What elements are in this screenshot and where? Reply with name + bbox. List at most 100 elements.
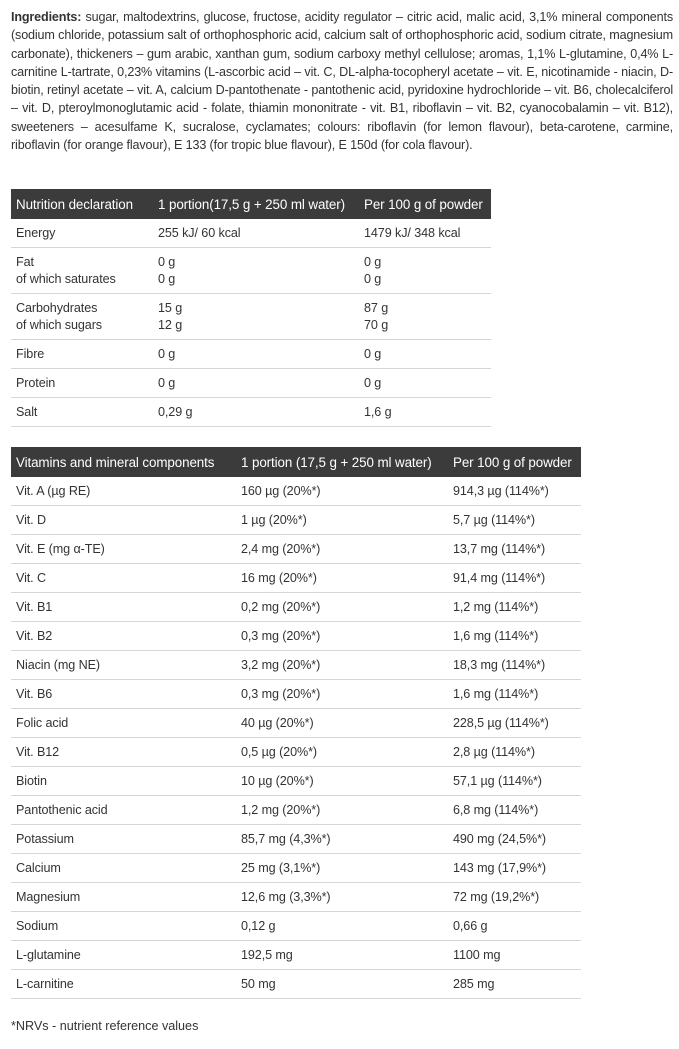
table-row: Vit. C 16 mg (20%*) 91,4 mg (114%*) — [11, 563, 581, 593]
cell-line: 0 g — [364, 375, 382, 390]
cell-line: Carbohydrates — [16, 300, 98, 315]
cell-line: Fibre — [16, 346, 45, 361]
table-cell-name: Protein — [11, 368, 153, 398]
cell-line: Salt — [16, 404, 38, 419]
ingredients-text: Ingredients: sugar, maltodextrins, gluco… — [11, 8, 673, 154]
table-cell: 1,2 mg (114%*) — [448, 592, 581, 622]
table-cell: Vit. B1 — [11, 592, 236, 622]
table-row: Magnesium 12,6 mg (3,3%*) 72 mg (19,2%*) — [11, 882, 581, 912]
table-cell: 0,3 mg (20%*) — [236, 679, 448, 709]
table-row: Vit. A (µg RE) 160 µg (20%*) 914,3 µg (114… — [11, 477, 581, 506]
table-row: Niacin (mg NE) 3,2 mg (20%*) 18,3 mg (114%… — [11, 650, 581, 680]
table-row: Vit. B12 0,5 µg (20%*) 2,8 µg (114%*) — [11, 737, 581, 767]
cell-line: 0 g — [364, 271, 382, 286]
table-row: L-carnitine 50 mg 285 mg — [11, 969, 581, 999]
table-cell-portion: 0 g — [153, 368, 359, 398]
column-header: Per 100 g of powder — [359, 189, 491, 219]
table-cell-per100: 0 g — [359, 339, 491, 369]
table-row: Vit. B1 0,2 mg (20%*) 1,2 mg (114%*) — [11, 592, 581, 622]
column-header: Per 100 g of powder — [448, 447, 581, 477]
nutrition-declaration-table: Nutrition declaration 1 portion(17,5 g +… — [11, 189, 491, 427]
table-cell: Potassium — [11, 824, 236, 854]
table-cell: L-glutamine — [11, 940, 236, 970]
table-cell: Vit. B6 — [11, 679, 236, 709]
table-row: Salt 0,29 g 1,6 g — [11, 397, 491, 427]
table-cell: 18,3 mg (114%*) — [448, 650, 581, 680]
cell-line: 255 kJ/ 60 kcal — [158, 225, 241, 240]
cell-line: of which sugars — [16, 317, 102, 332]
table-cell-name: Fat of which saturates — [11, 247, 153, 294]
table-cell: 6,8 mg (114%*) — [448, 795, 581, 825]
table-row: Calcium 25 mg (3,1%*) 143 mg (17,9%*) — [11, 853, 581, 883]
table-cell: 12,6 mg (3,3%*) — [236, 882, 448, 912]
table-cell-name: Carbohydrates of which sugars — [11, 293, 153, 340]
table-cell: 1,6 mg (114%*) — [448, 621, 581, 651]
table-row: Potassium 85,7 mg (4,3%*) 490 mg (24,5%*) — [11, 824, 581, 854]
cell-line: of which saturates — [16, 271, 116, 286]
cell-line: 1479 kJ/ 348 kcal — [364, 225, 461, 240]
cell-line: 0,29 g — [158, 404, 193, 419]
table-cell: L-carnitine — [11, 969, 236, 999]
table-header-row: Vitamins and mineral components 1 portio… — [11, 447, 581, 477]
table-cell: Vit. A (µg RE) — [11, 477, 236, 506]
table-cell: Calcium — [11, 853, 236, 883]
cell-line: 87 g — [364, 300, 389, 315]
cell-line: 0 g — [158, 271, 176, 286]
table-cell: 2,8 µg (114%*) — [448, 737, 581, 767]
table-cell: 40 µg (20%*) — [236, 708, 448, 738]
table-cell-per100: 1,6 g — [359, 397, 491, 427]
column-header: Nutrition declaration — [11, 189, 153, 219]
ingredients-list: sugar, maltodextrins, glucose, fructose,… — [11, 10, 673, 153]
table-cell: Niacin (mg NE) — [11, 650, 236, 680]
table-cell-portion: 0 g — [153, 339, 359, 369]
table-cell-portion: 0,29 g — [153, 397, 359, 427]
table-cell: Vit. C — [11, 563, 236, 593]
table-cell-per100: 1479 kJ/ 348 kcal — [359, 219, 491, 248]
cell-line: 0 g — [158, 346, 176, 361]
cell-line: Fat — [16, 254, 34, 269]
table-cell: 5,7 µg (114%*) — [448, 505, 581, 535]
table-row: Vit. E (mg α-TE) 2,4 mg (20%*) 13,7 mg (11… — [11, 534, 581, 564]
cell-line: 70 g — [364, 317, 389, 332]
table-cell: 192,5 mg — [236, 940, 448, 970]
cell-line: 15 g — [158, 300, 183, 315]
table-row: Pantothenic acid 1,2 mg (20%*) 6,8 mg (114… — [11, 795, 581, 825]
table-cell: 91,4 mg (114%*) — [448, 563, 581, 593]
table-cell: 3,2 mg (20%*) — [236, 650, 448, 680]
table-cell: 285 mg — [448, 969, 581, 999]
table-cell: 228,5 µg (114%*) — [448, 708, 581, 738]
table-cell: 25 mg (3,1%*) — [236, 853, 448, 883]
cell-line: 12 g — [158, 317, 183, 332]
table-cell-portion: 15 g 12 g — [153, 293, 359, 340]
cell-line: 0 g — [158, 254, 176, 269]
column-header: Vitamins and mineral components — [11, 447, 236, 477]
table-cell: 2,4 mg (20%*) — [236, 534, 448, 564]
table-cell-per100: 0 g — [359, 368, 491, 398]
table-cell: Vit. B12 — [11, 737, 236, 767]
table-cell: 0,5 µg (20%*) — [236, 737, 448, 767]
table-header-row: Nutrition declaration 1 portion(17,5 g +… — [11, 189, 491, 219]
table-cell: Pantothenic acid — [11, 795, 236, 825]
cell-line: 0 g — [364, 254, 382, 269]
table-cell: Magnesium — [11, 882, 236, 912]
table-cell: Sodium — [11, 911, 236, 941]
table-cell: Biotin — [11, 766, 236, 796]
column-header: 1 portion (17,5 g + 250 ml water) — [236, 447, 448, 477]
table-cell: 50 mg — [236, 969, 448, 999]
cell-line: 0 g — [158, 375, 176, 390]
table-row: Carbohydrates of which sugars 15 g 12 g 87 g… — [11, 293, 491, 340]
table-row: Energy 255 kJ/ 60 kcal 1479 kJ/ 348 kcal — [11, 219, 491, 248]
table-cell: 160 µg (20%*) — [236, 477, 448, 506]
table-row: Vit. B2 0,3 mg (20%*) 1,6 mg (114%*) — [11, 621, 581, 651]
table-row: Vit. B6 0,3 mg (20%*) 1,6 mg (114%*) — [11, 679, 581, 709]
table-cell: 1,2 mg (20%*) — [236, 795, 448, 825]
table-cell: 13,7 mg (114%*) — [448, 534, 581, 564]
table-cell: 1100 mg — [448, 940, 581, 970]
vitamins-minerals-table: Vitamins and mineral components 1 portio… — [11, 447, 581, 999]
cell-line: Protein — [16, 375, 56, 390]
table-cell: Vit. E (mg α-TE) — [11, 534, 236, 564]
table-cell: Vit. D — [11, 505, 236, 535]
